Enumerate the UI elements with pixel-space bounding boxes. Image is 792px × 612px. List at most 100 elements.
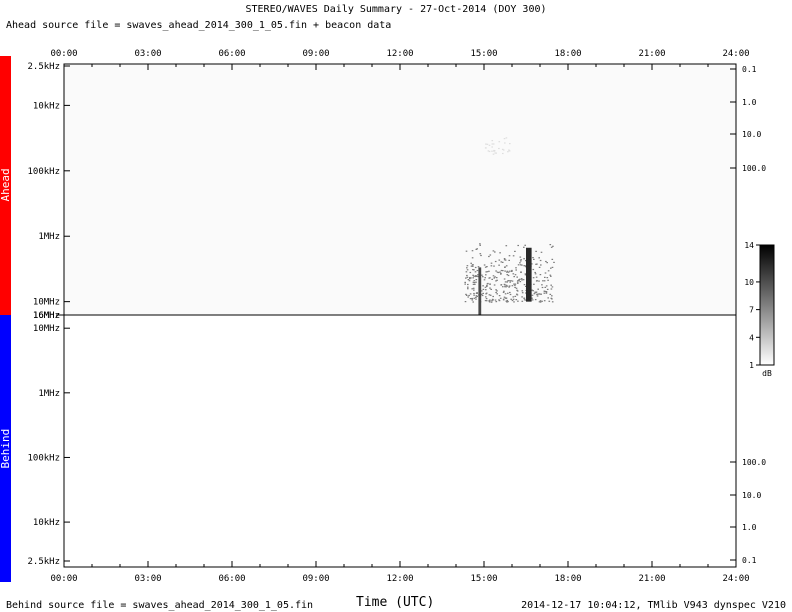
burst-dot	[504, 281, 507, 283]
burst-dot	[465, 250, 468, 252]
burst-dot	[489, 277, 491, 279]
burst-dot	[486, 266, 488, 268]
burst-dot	[465, 277, 467, 279]
burst-dot	[515, 299, 518, 301]
burst-dot	[507, 271, 510, 273]
burst-dot	[523, 258, 525, 260]
burst-dot	[469, 277, 471, 279]
burst-dot	[469, 293, 472, 295]
burst-dot	[514, 286, 516, 288]
burst-dot	[532, 257, 534, 259]
burst-dot	[492, 143, 495, 145]
behind-y-tick-label: 1MHz	[38, 389, 60, 399]
behind-y-tick-label: 100kHz	[27, 453, 60, 463]
burst-dot	[481, 274, 483, 276]
burst-dot	[491, 300, 493, 302]
behind-side-bar	[0, 315, 11, 582]
burst-dot	[479, 253, 482, 255]
burst-dot	[492, 275, 495, 277]
behind-right-tick-label: 10.0	[742, 491, 761, 500]
burst-dot	[504, 270, 506, 272]
burst-dot	[509, 293, 512, 296]
burst-dot	[467, 288, 469, 290]
burst-dot	[495, 301, 498, 303]
burst-dot	[473, 289, 475, 291]
burst-line	[478, 267, 482, 315]
burst-dot	[521, 264, 523, 266]
burst-dot	[545, 260, 547, 263]
burst-dot	[517, 280, 519, 282]
burst-dot	[480, 254, 482, 257]
burst-dot	[506, 270, 509, 272]
burst-dot	[533, 293, 536, 295]
burst-dot	[525, 299, 527, 301]
burst-dot	[535, 291, 538, 293]
x-tick-label-top: 21:00	[638, 49, 665, 59]
burst-dot	[482, 276, 484, 278]
burst-dot	[532, 290, 534, 292]
burst-dot	[517, 264, 520, 266]
burst-dot	[551, 298, 553, 300]
burst-dot	[474, 275, 477, 278]
burst-dot	[466, 265, 469, 267]
burst-dot	[511, 299, 514, 302]
burst-dot	[483, 279, 486, 281]
burst-dot	[546, 288, 549, 290]
burst-dot	[543, 300, 546, 302]
burst-dot	[538, 301, 541, 303]
burst-dot	[551, 295, 553, 297]
burst-dot	[507, 280, 509, 282]
burst-dot	[471, 264, 474, 266]
behind-right-tick-label: 100.0	[742, 458, 766, 467]
burst-dot	[467, 296, 469, 298]
burst-dot	[535, 250, 537, 252]
colorbar-unit-label: dB	[762, 369, 772, 378]
burst-dot	[488, 270, 490, 272]
burst-dot	[470, 277, 472, 279]
burst-dot	[531, 299, 534, 301]
burst-dot	[465, 294, 468, 296]
burst-dot	[508, 255, 511, 257]
x-tick-label-bottom: 00:00	[50, 574, 77, 584]
burst-dot	[545, 292, 548, 294]
burst-dot	[504, 286, 506, 288]
burst-dot	[534, 271, 536, 274]
burst-dot	[549, 274, 552, 276]
burst-dot	[502, 299, 505, 301]
burst-dot	[504, 142, 506, 144]
burst-dot	[495, 152, 497, 154]
burst-dot	[524, 274, 527, 276]
burst-dot	[507, 292, 509, 294]
burst-dot	[490, 265, 493, 267]
burst-dot	[534, 291, 536, 293]
burst-dot	[489, 294, 492, 296]
burst-dot	[475, 295, 478, 297]
burst-dot	[495, 277, 498, 279]
burst-dot	[489, 299, 491, 301]
burst-dot	[506, 301, 508, 303]
burst-dot	[496, 279, 498, 281]
burst-dot	[539, 300, 542, 302]
burst-dot	[518, 279, 520, 281]
x-tick-label-top: 15:00	[470, 49, 497, 59]
burst-dot	[546, 277, 549, 279]
burst-dot	[507, 151, 509, 153]
burst-dot	[514, 250, 516, 252]
burst-dot	[536, 295, 539, 297]
ahead-y-tick-label: 2.5kHz	[27, 62, 60, 72]
burst-dot	[493, 150, 495, 152]
burst-dot	[472, 301, 474, 303]
ahead-source-label: Ahead source file = swaves_ahead_2014_30…	[6, 20, 392, 31]
burst-dot	[494, 260, 497, 263]
burst-dot	[508, 259, 510, 261]
x-tick-label-bottom: 03:00	[134, 574, 161, 584]
burst-dot	[505, 286, 507, 288]
burst-dot	[500, 261, 503, 263]
burst-dot	[519, 262, 521, 264]
burst-dot	[503, 258, 506, 260]
burst-dot	[491, 150, 493, 152]
burst-dot	[552, 245, 554, 247]
burst-dot	[473, 275, 475, 277]
burst-dot	[505, 137, 508, 139]
burst-dot	[494, 299, 497, 301]
